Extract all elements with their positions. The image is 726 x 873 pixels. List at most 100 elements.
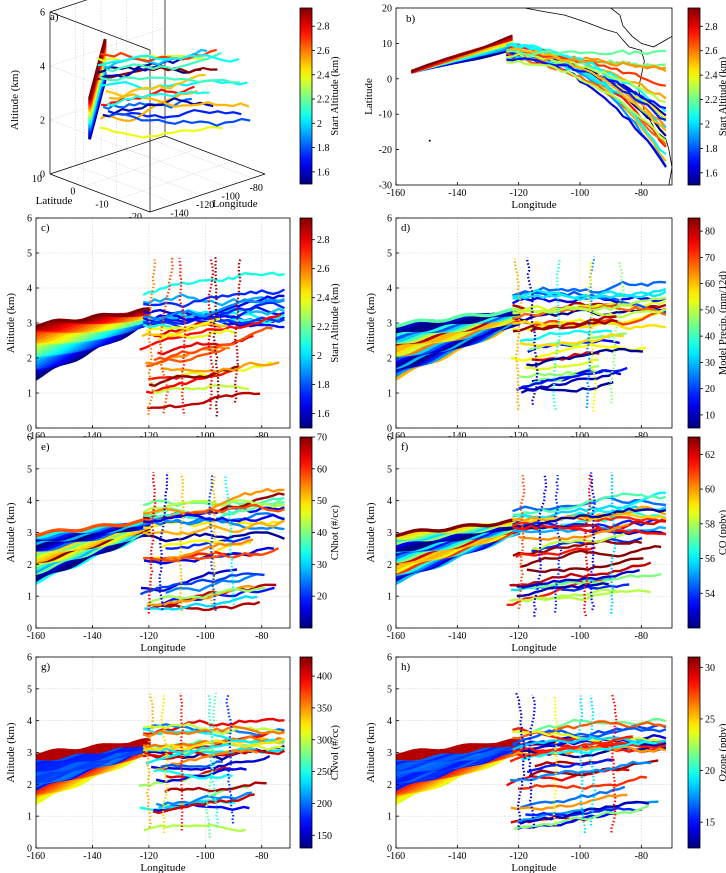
axes-frame — [395, 7, 673, 186]
trajectory-line — [396, 737, 521, 758]
trajectory-dotted — [207, 473, 217, 612]
y-tick-label: 3 — [27, 319, 32, 330]
trajectory-line — [512, 319, 618, 333]
colorbar-tick-label: 400 — [317, 672, 332, 683]
colorbar-tick-label: 40 — [705, 332, 715, 343]
y-tick-label: 1 — [27, 389, 32, 400]
trajectory-line — [97, 53, 240, 67]
x-tick-label: -160 — [27, 851, 45, 862]
x-tick-label: -80 — [250, 183, 263, 194]
trajectory-line — [509, 589, 651, 603]
colorbar-tick-label: 2.2 — [317, 95, 330, 106]
y-tick-label: 2 — [387, 354, 392, 365]
colorbar-tick-label: 20 — [705, 766, 715, 777]
trajectory-dotted — [552, 695, 559, 826]
panel-label: a) — [50, 11, 59, 23]
y-tick-label: 5 — [27, 249, 32, 260]
y-tick-label: 4 — [387, 496, 392, 507]
y-tick-label: 6 — [27, 653, 32, 664]
colorbar-label: Ozone (ppbv) — [718, 723, 726, 782]
y-tick-label: 2 — [27, 354, 32, 365]
trajectory-line — [506, 57, 667, 110]
grid-line — [49, 12, 151, 213]
colorbar-tick-label: 30 — [705, 358, 715, 369]
colorbar-tick-label: 2 — [317, 119, 322, 130]
y-tick-label: 3 — [27, 528, 32, 539]
colorbar-gradient — [687, 436, 701, 629]
colorbar-tick-label: 40 — [317, 528, 327, 539]
colorbar-tick-label: 25 — [705, 714, 715, 725]
y-tick-label: 3 — [27, 748, 32, 759]
x-axis-label: Longitude — [140, 642, 185, 654]
panel-label: g) — [41, 661, 51, 673]
trajectory-dotted — [158, 472, 169, 611]
trajectory-line — [518, 523, 630, 541]
trajectory-line — [510, 760, 652, 782]
axes-edge — [49, 135, 166, 175]
y-tick-label: 2 — [387, 560, 392, 571]
colorbar-tick-label: 2.8 — [705, 22, 718, 33]
x-tick-label: -140 — [448, 188, 466, 199]
trajectory-line — [36, 310, 151, 343]
colorbar-tick-label: 300 — [317, 735, 332, 746]
grid-line — [49, 12, 166, 175]
y-tick-label: 6 — [387, 653, 392, 664]
trajectory-line — [99, 76, 240, 84]
trajectory-line — [155, 767, 247, 783]
panel-a: -160-140-120-100-80100-10-200246Longitud… — [9, 0, 266, 228]
trajectory-line — [512, 492, 667, 516]
colorbar-tick-label: 200 — [317, 799, 332, 810]
y-tick-label: -10 — [95, 199, 108, 210]
x-tick-label: -120 — [509, 188, 527, 199]
panel-label: h) — [401, 661, 411, 673]
trajectory-line — [160, 760, 223, 769]
trajectory-line — [512, 319, 667, 331]
trajectory-line — [143, 531, 285, 543]
trajectory-dotted — [178, 692, 184, 831]
y-tick-label: 0 — [27, 424, 32, 435]
y-tick-label: 4 — [27, 716, 32, 727]
colorbar-tick-label: 2.6 — [317, 264, 330, 275]
y-tick-label: 0 — [387, 844, 392, 855]
colorbar-label: CNvol (#/cc) — [330, 724, 341, 780]
colorbar-tick-label: 2.2 — [705, 95, 718, 106]
axes-edge — [164, 135, 266, 175]
trajectory-line — [143, 823, 246, 833]
grid-line — [100, 0, 202, 196]
trajectory-line — [512, 306, 667, 319]
x-tick-label: -120 — [140, 631, 158, 642]
x-axis-label: Longitude — [140, 862, 185, 873]
colorbar-tick-label: 60 — [705, 279, 715, 290]
trajectory-line — [515, 546, 596, 558]
colorbar-label: Model Precip. (mm/12d) — [718, 270, 726, 375]
x-tick-label: -160 — [387, 851, 405, 862]
x-tick-label: -100 — [571, 188, 589, 199]
trajectory-dotted — [588, 695, 597, 826]
trajectory-line — [516, 582, 609, 598]
trajectory-line — [143, 298, 285, 321]
trajectory-line — [143, 513, 285, 524]
trajectory-dotted — [610, 694, 618, 833]
colorbar-b: 1.6 1.8 2 2.2 2.4 2.6 2.8 Start Altitude (km) — [687, 7, 726, 186]
trajectory-line — [143, 293, 285, 307]
trajectory-line — [512, 288, 667, 300]
z-axis-label: Altitude (km) — [9, 70, 21, 131]
colorbar-tick-label: 60 — [317, 464, 327, 475]
colorbar-e: 20 30 40 50 60 70 CNhot (#/cc) — [299, 433, 341, 629]
trajectory-line — [108, 93, 250, 108]
trajectories — [36, 471, 285, 614]
panel-h: -160 -140 -120 -100 -80 0 1 2 3 4 5 6 Longitude Altit… — [365, 653, 673, 873]
y-tick-label: 1 — [387, 389, 392, 400]
trajectories — [396, 256, 667, 412]
trajectory-line — [146, 317, 221, 333]
colorbar-tick-label: 50 — [705, 305, 715, 316]
trajectory-dotted — [589, 472, 597, 611]
y-axis-label: Altitude (km) — [5, 502, 17, 563]
trajectories — [36, 692, 285, 838]
y-tick-label: 6 — [387, 433, 392, 444]
colorbar-tick-label: 2.4 — [705, 71, 718, 82]
x-axis-label: Longitude — [511, 199, 556, 211]
trajectory-line — [153, 326, 273, 362]
y-tick-label: 5 — [27, 464, 32, 475]
colorbar-tick-label: 56 — [705, 554, 715, 565]
